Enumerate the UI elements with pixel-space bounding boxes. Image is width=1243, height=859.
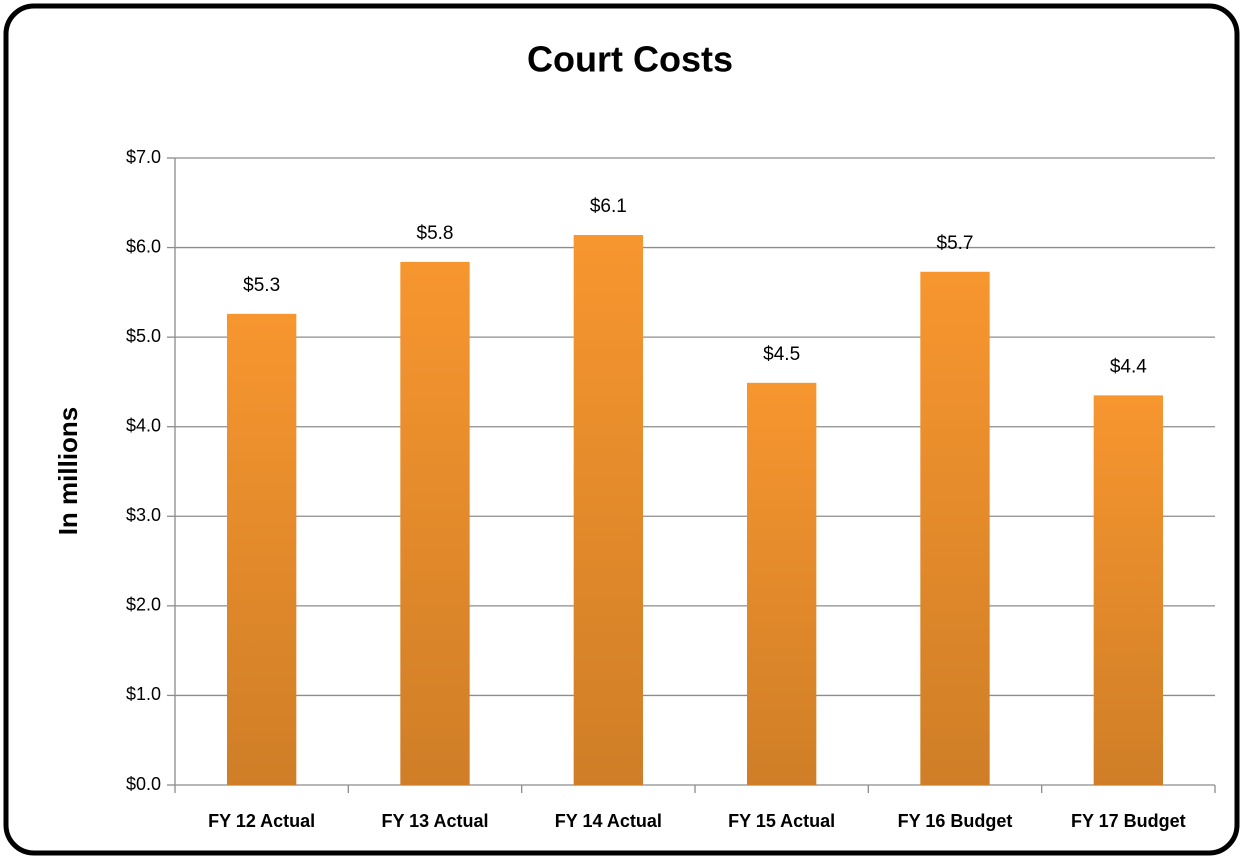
chart-title: Court Costs <box>527 39 733 80</box>
bar <box>920 271 990 785</box>
x-tick-label: FY 12 Actual <box>208 811 315 831</box>
y-axis-label: In millions <box>53 407 83 536</box>
bar <box>747 382 817 785</box>
y-tick-label: $0.0 <box>126 774 161 794</box>
data-label: $6.1 <box>590 196 627 217</box>
y-tick-label: $3.0 <box>126 505 161 525</box>
data-label: $4.4 <box>1110 356 1147 377</box>
bar <box>227 313 297 785</box>
bar <box>573 235 643 785</box>
y-tick-label: $6.0 <box>126 236 161 256</box>
x-tick-label: FY 15 Actual <box>728 811 835 831</box>
y-tick-label: $2.0 <box>126 595 161 615</box>
y-tick-label: $7.0 <box>126 147 161 167</box>
y-tick-label: $1.0 <box>126 684 161 704</box>
data-label: $4.5 <box>763 344 800 365</box>
x-tick-label: FY 13 Actual <box>381 811 488 831</box>
y-tick-label: $4.0 <box>126 415 161 435</box>
data-label: $5.8 <box>417 223 454 244</box>
data-label: $5.3 <box>243 275 280 296</box>
x-tick-label: FY 17 Budget <box>1071 811 1186 831</box>
data-label: $5.7 <box>937 233 974 254</box>
bar <box>400 261 470 786</box>
x-tick-label: FY 16 Budget <box>898 811 1013 831</box>
y-tick-label: $5.0 <box>126 326 161 346</box>
bar <box>1093 395 1163 785</box>
x-tick-label: FY 14 Actual <box>555 811 662 831</box>
